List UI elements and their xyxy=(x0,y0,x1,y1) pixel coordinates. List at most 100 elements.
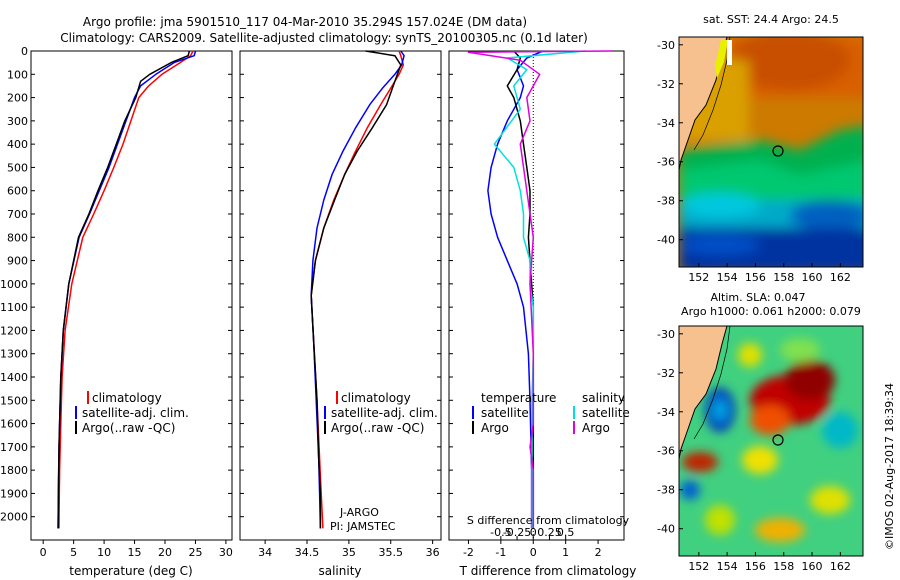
legend-label-argo: Argo(..raw -QC) xyxy=(82,421,175,435)
sla-map-title-line2: Argo h1000: 0.061 h2000: 0.079 xyxy=(681,305,861,318)
x-tick-label: 1 xyxy=(562,546,569,559)
legend-header-temperature: temperature xyxy=(481,391,556,405)
s-tick-label: 0.5 xyxy=(557,526,575,539)
map-x-tick-label: 154 xyxy=(717,560,738,573)
x-tick-label: 25 xyxy=(188,546,202,559)
sst-map-ticks: 152 154 156 158 160 162 -30 -32 -34 -36 -38 -40 xyxy=(657,39,851,284)
x-tick-label: 10 xyxy=(97,546,111,559)
sla-heatmap xyxy=(679,326,863,556)
x-tick-label: 20 xyxy=(158,546,172,559)
legend-header-salinity: salinity xyxy=(582,391,625,405)
map-y-tick-label: -32 xyxy=(657,367,675,380)
map-y-tick-label: -30 xyxy=(657,39,675,52)
legend-label-argo: Argo(..raw -QC) xyxy=(331,421,424,435)
map-y-tick-label: -32 xyxy=(657,78,675,91)
y-tick-label: 500 xyxy=(7,161,28,174)
x-tick-label: 2 xyxy=(595,546,602,559)
salinity-legend: climatology satellite-adj. clim. Argo(..… xyxy=(324,391,438,435)
map-y-tick-label: -40 xyxy=(657,234,675,247)
y-tick-label: 1500 xyxy=(0,394,28,407)
x-tick-label: 0 xyxy=(530,546,537,559)
y-tick-label: 400 xyxy=(7,138,28,151)
map-x-tick-label: 162 xyxy=(830,271,851,284)
y-tick-label: 1000 xyxy=(0,278,28,291)
map-y-tick-label: -34 xyxy=(657,117,675,130)
axes-ticks: 0 5 10 15 20 25 300100200300400500600700800900… xyxy=(0,45,624,559)
sla-map-title-line1: Altim. SLA: 0.047 xyxy=(710,291,805,304)
map-x-tick-label: 162 xyxy=(830,560,851,573)
s-tick-label: -0.5 xyxy=(490,526,511,539)
y-tick-label: 1600 xyxy=(0,418,28,431)
y-tick-label: 100 xyxy=(7,68,28,81)
x-tick-label: -1 xyxy=(495,546,506,559)
sst-map-frame xyxy=(678,36,864,268)
map-x-tick-label: 154 xyxy=(717,271,738,284)
t-difference-xlabel: T difference from climatology xyxy=(459,564,637,578)
map-x-tick-label: 158 xyxy=(773,271,794,284)
map-y-tick-label: -36 xyxy=(657,156,675,169)
series-argo-line xyxy=(467,50,612,529)
map-x-tick-label: 156 xyxy=(745,271,766,284)
temperature-plot-frame xyxy=(30,50,233,541)
y-tick-label: 2000 xyxy=(0,511,28,524)
figure-title-line2: Climatology: CARS2009. Satellite-adjuste… xyxy=(60,31,588,45)
x-tick-label: 36 xyxy=(426,546,440,559)
y-tick-label: 800 xyxy=(7,231,28,244)
y-tick-label: 1200 xyxy=(0,324,28,337)
series-climatology-line xyxy=(58,50,194,529)
legend-label-satellite: satellite-adj. clim. xyxy=(331,406,438,420)
map-x-tick-label: 152 xyxy=(688,271,709,284)
y-tick-label: 0 xyxy=(21,45,28,58)
x-tick-label: -2 xyxy=(463,546,474,559)
temperature-series xyxy=(57,50,197,529)
s-tick-label: 0.25 xyxy=(537,526,562,539)
argo-float-marker xyxy=(772,434,784,446)
map-y-tick-label: -38 xyxy=(657,195,675,208)
x-tick-label: 15 xyxy=(128,546,142,559)
y-tick-label: 1400 xyxy=(0,371,28,384)
temperature-legend: climatology satellite-adj. clim. Argo(..… xyxy=(75,391,189,435)
sst-heatmap xyxy=(679,37,863,267)
s-difference-label: S difference from climatology xyxy=(467,514,630,527)
y-tick-label: 200 xyxy=(7,92,28,105)
legend-label-t-satellite: satellite xyxy=(481,406,529,420)
temperature-xlabel: temperature (deg C) xyxy=(69,564,192,578)
sst-map-title: sat. SST: 24.4 Argo: 24.5 xyxy=(703,13,839,26)
sla-map-ticks: 152 154 156 158 160 162 -30 -32 -34 -36 -38 -40 xyxy=(657,328,851,573)
s-tick-label: -0.25 xyxy=(503,526,531,539)
salinity-series xyxy=(310,50,405,529)
sla-map-frame xyxy=(678,325,864,557)
map-y-tick-label: -40 xyxy=(657,523,675,536)
legend-label-satellite: satellite-adj. clim. xyxy=(82,406,189,420)
salinity-plot-frame xyxy=(239,50,442,541)
s-tick-label: 0 xyxy=(530,526,537,539)
x-tick-label: 30 xyxy=(219,546,233,559)
series-satellite-line xyxy=(487,50,544,529)
x-tick-label: 5 xyxy=(70,546,77,559)
difference-series xyxy=(467,50,612,540)
map-y-tick-label: -38 xyxy=(657,484,675,497)
map-y-tick-label: -30 xyxy=(657,328,675,341)
y-tick-label: 1800 xyxy=(0,464,28,477)
legend-label-s-satellite: satellite xyxy=(582,406,630,420)
x-tick-label: 34 xyxy=(258,546,272,559)
series-argo-raw-qc-line xyxy=(310,50,402,529)
australian-coast xyxy=(679,37,727,170)
map-x-tick-label: 160 xyxy=(802,271,823,284)
y-tick-label: 300 xyxy=(7,115,28,128)
y-tick-label: 600 xyxy=(7,185,28,198)
y-tick-label: 1900 xyxy=(0,487,28,500)
x-tick-label: 34.5 xyxy=(295,546,320,559)
legend-label-t-argo: Argo xyxy=(481,421,509,435)
map-x-tick-label: 152 xyxy=(688,560,709,573)
legend-label-climatology: climatology xyxy=(92,391,162,405)
y-tick-label: 1100 xyxy=(0,301,28,314)
imos-credit: ©IMOS 02-Aug-2017 18:39:34 xyxy=(883,383,896,550)
y-tick-label: 900 xyxy=(7,255,28,268)
map-x-tick-label: 160 xyxy=(802,560,823,573)
legend-label-climatology: climatology xyxy=(341,391,411,405)
x-tick-label: 35 xyxy=(342,546,356,559)
map-y-tick-label: -34 xyxy=(657,406,675,419)
legend-label-s-argo: Argo xyxy=(582,421,610,435)
map-x-tick-label: 158 xyxy=(773,560,794,573)
